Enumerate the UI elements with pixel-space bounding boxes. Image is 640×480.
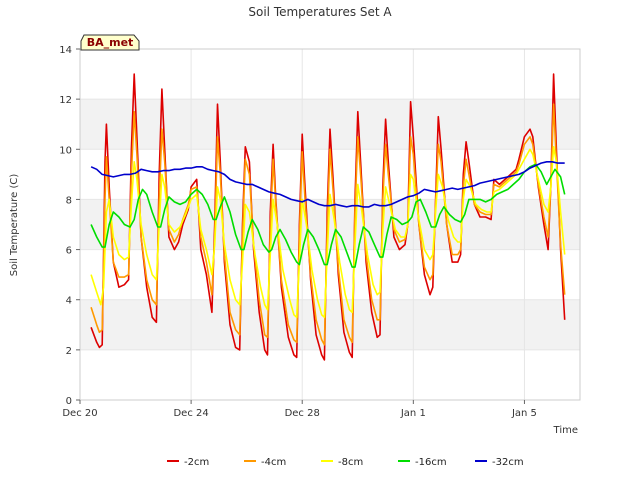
legend-label: -2cm bbox=[184, 457, 209, 468]
legend: -2cm -4cm -8cm -16cm -32cm bbox=[167, 457, 524, 468]
x-tick-label: Dec 28 bbox=[285, 408, 320, 419]
band-2 bbox=[80, 299, 580, 350]
chart-title: Soil Temperatures Set A bbox=[248, 5, 392, 19]
series-lines bbox=[90, 73, 566, 361]
badge-box bbox=[80, 34, 140, 51]
series-line-minus32cm bbox=[90, 161, 565, 208]
series-line-minus8cm bbox=[90, 146, 566, 319]
y-tick-label: 10 bbox=[59, 145, 72, 156]
y-tick-label: 14 bbox=[59, 45, 72, 56]
y-tick-label: 12 bbox=[59, 95, 72, 106]
y-tick-label: 0 bbox=[66, 396, 72, 407]
legend-label: -32cm bbox=[492, 457, 524, 468]
station-badge: BA_met bbox=[80, 34, 140, 51]
badge-label: BA_met bbox=[87, 36, 134, 49]
x-tick-label: Dec 24 bbox=[173, 408, 208, 419]
legend-label: -8cm bbox=[338, 457, 363, 468]
legend-label: -16cm bbox=[415, 457, 447, 468]
series-line-minus2cm bbox=[90, 73, 566, 361]
x-tick-label: Jan 5 bbox=[511, 408, 537, 419]
y-tick-label: 8 bbox=[66, 195, 72, 206]
y-axis-label: Soil Temperature (C) bbox=[9, 174, 20, 277]
series-line-minus16cm bbox=[90, 163, 566, 268]
y-tick-label: 6 bbox=[66, 246, 72, 257]
plot-frame bbox=[79, 48, 581, 401]
y-tick-label: 4 bbox=[66, 296, 72, 307]
x-tick-label: Dec 20 bbox=[62, 408, 97, 419]
x-axis-ticks: Dec 20 Dec 24 Dec 28 Jan 1 Jan 5 bbox=[62, 400, 537, 419]
y-tick-label: 2 bbox=[66, 346, 72, 357]
y-axis-ticks: 0 2 4 6 8 10 12 14 bbox=[59, 45, 80, 407]
x-tick-label: Jan 1 bbox=[400, 408, 426, 419]
x-axis-label: Time bbox=[553, 425, 578, 436]
series-line-minus4cm bbox=[90, 103, 566, 346]
legend-label: -4cm bbox=[261, 457, 286, 468]
